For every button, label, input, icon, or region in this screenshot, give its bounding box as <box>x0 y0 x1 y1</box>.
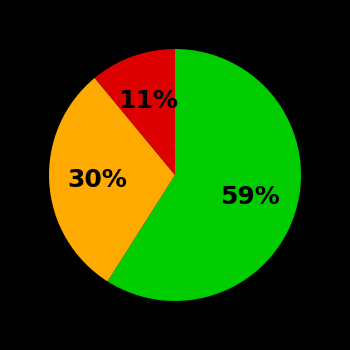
Wedge shape <box>95 49 175 175</box>
Wedge shape <box>107 49 301 301</box>
Text: 11%: 11% <box>119 90 178 113</box>
Text: 30%: 30% <box>67 168 127 192</box>
Wedge shape <box>49 78 175 281</box>
Text: 59%: 59% <box>220 185 280 209</box>
